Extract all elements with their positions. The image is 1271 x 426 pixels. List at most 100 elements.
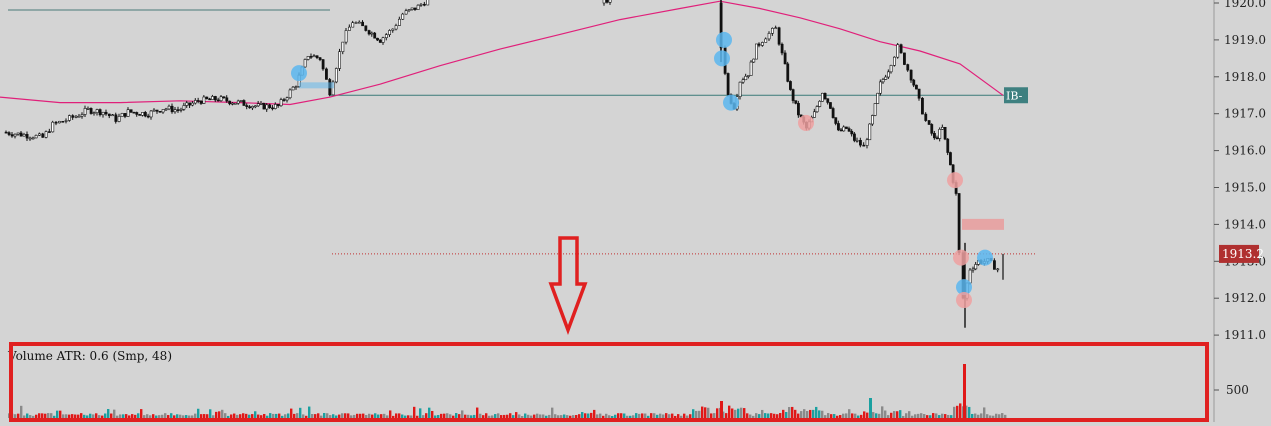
volume-bar <box>215 411 218 418</box>
candle-body <box>321 59 325 70</box>
volume-bar <box>227 415 230 418</box>
volume-bar <box>263 413 266 418</box>
candle-body <box>28 137 32 140</box>
candle-body <box>233 102 237 105</box>
volume-bar <box>239 414 242 418</box>
candle-body <box>749 61 753 76</box>
volume-bar <box>122 414 125 418</box>
candle-body <box>930 124 934 134</box>
volume-bar <box>668 414 671 418</box>
volume-bar <box>720 401 723 418</box>
volume-bar <box>206 414 209 418</box>
volume-bar <box>923 414 926 418</box>
volume-bar <box>59 410 62 418</box>
candle-body <box>306 56 310 60</box>
volume-bar <box>716 408 719 418</box>
volume-bar <box>530 415 533 418</box>
candle-body <box>771 28 774 34</box>
volume-bar <box>635 413 638 418</box>
buy-marker <box>723 94 739 111</box>
candle-body <box>291 86 295 91</box>
price-tick-label: 1919.0 <box>1224 33 1266 47</box>
moving-average-line <box>0 0 1004 106</box>
candle-body <box>884 76 888 80</box>
candle-body <box>378 39 382 43</box>
volume-bar <box>584 413 587 418</box>
volume-bar <box>149 415 152 418</box>
volume-bar <box>551 407 554 418</box>
volume-bar <box>392 415 395 418</box>
volume-bar <box>797 413 800 418</box>
volume-bar <box>623 413 626 418</box>
volume-bar <box>656 414 659 418</box>
sell-marker <box>798 114 814 131</box>
volume-bar <box>758 414 761 418</box>
candle-body <box>285 97 289 101</box>
volume-bar <box>992 415 995 418</box>
candle-body <box>126 109 130 117</box>
candle-body <box>101 111 105 116</box>
candle-body <box>16 132 20 135</box>
volume-bar <box>689 414 692 418</box>
volume-bar <box>362 413 365 418</box>
volume-bar <box>818 410 821 418</box>
volume-bar <box>299 407 302 418</box>
volume-bar <box>503 414 506 418</box>
volume-bar <box>14 414 17 418</box>
volume-bar <box>971 413 974 418</box>
volume-bar <box>509 413 512 418</box>
candle-body <box>949 152 952 166</box>
volume-bar <box>878 413 881 418</box>
volume-bar <box>425 413 428 418</box>
volume-bar <box>242 413 245 418</box>
volume-bar <box>458 414 461 418</box>
buy-marker <box>714 50 730 67</box>
volume-bar <box>176 414 179 418</box>
volume-bar <box>527 414 530 418</box>
volume-bar <box>437 415 440 418</box>
volume-bar <box>245 413 248 418</box>
volume-bar <box>803 409 806 418</box>
candle-body <box>167 105 171 110</box>
volume-bar <box>344 413 347 418</box>
volume-bar <box>491 415 494 418</box>
volume-bar <box>428 407 431 418</box>
candle-body <box>242 100 246 106</box>
volume-bar <box>233 413 236 418</box>
volume-bar <box>119 414 122 418</box>
volume-bar <box>248 414 251 418</box>
candle-body <box>847 128 851 132</box>
candle-body <box>815 106 819 113</box>
volume-bar <box>890 412 893 418</box>
volume-bar <box>317 413 320 418</box>
volume-bar <box>599 413 602 418</box>
volume-bar <box>464 414 467 418</box>
volume-bar <box>752 415 755 418</box>
candle-body <box>893 56 896 66</box>
candle-body <box>185 102 189 106</box>
volume-bar <box>47 413 50 418</box>
volume-bar <box>767 413 770 418</box>
volume-bar <box>773 413 776 418</box>
candle-body <box>853 133 856 141</box>
volume-bar <box>815 406 818 418</box>
candle-body <box>262 103 266 110</box>
candle-body <box>873 103 877 116</box>
candle-body <box>744 75 748 81</box>
candle-body <box>344 30 348 43</box>
candle-body <box>996 268 1000 271</box>
volume-bar <box>632 415 635 418</box>
volume-bar <box>611 415 614 418</box>
volume-bar <box>410 415 413 418</box>
candle-body <box>935 137 939 140</box>
volume-bar <box>695 410 698 418</box>
line-layer: IB- <box>0 0 1035 255</box>
volume-bar <box>80 413 83 418</box>
candle-body <box>22 134 26 137</box>
candle-body <box>906 64 910 71</box>
candle-body <box>899 44 903 54</box>
volume-bar <box>911 415 914 418</box>
candle-body <box>173 109 177 113</box>
volume-bar <box>893 411 896 418</box>
volume-bar <box>620 413 623 418</box>
